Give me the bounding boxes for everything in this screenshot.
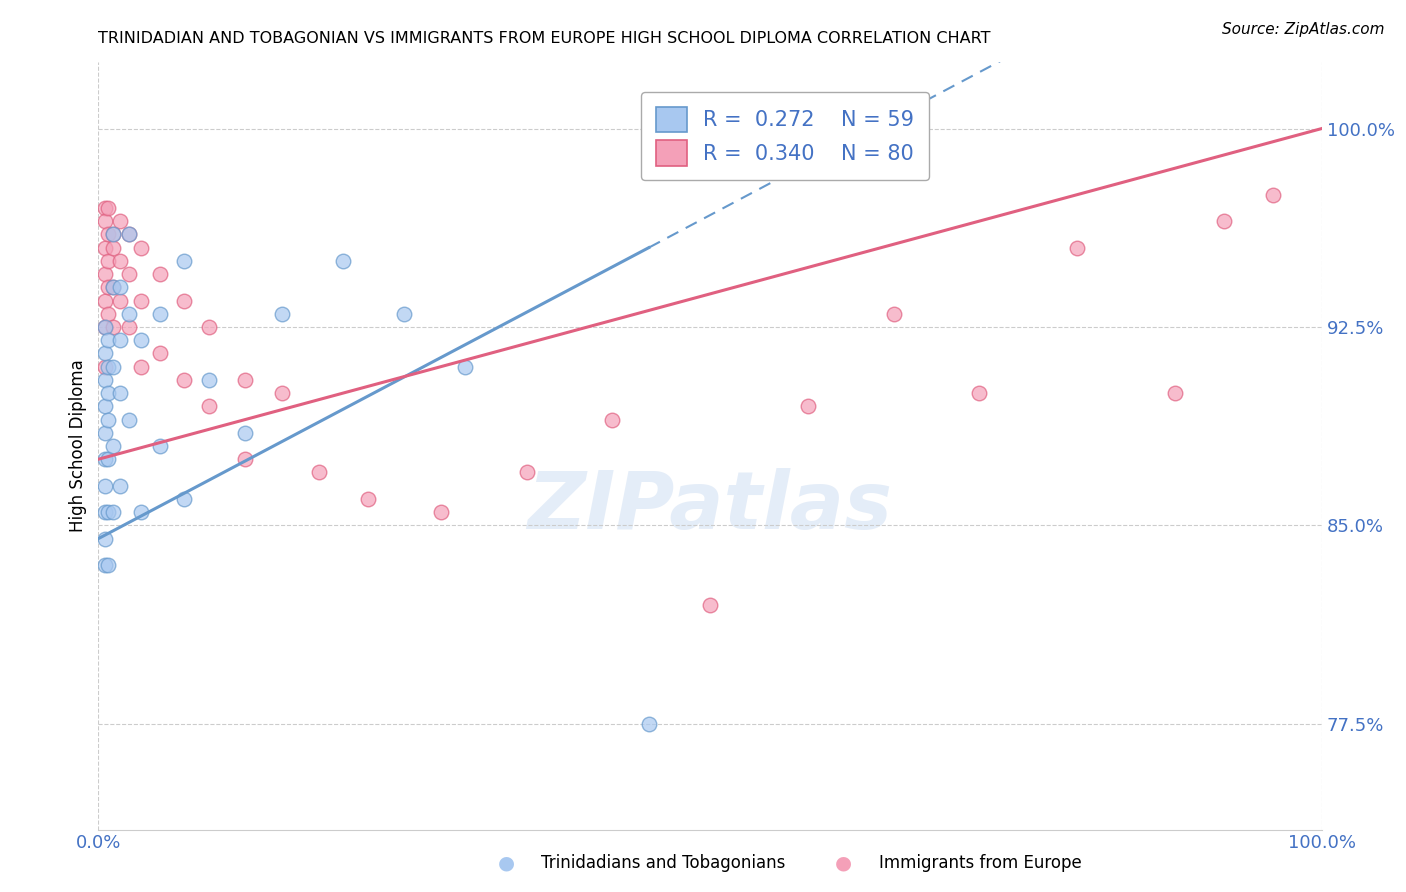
Point	[197, 373, 219, 387]
Point	[93, 359, 115, 374]
Text: ZIPatlas: ZIPatlas	[527, 468, 893, 547]
Point	[233, 373, 256, 387]
Point	[173, 373, 195, 387]
Point	[97, 201, 120, 215]
Point	[129, 241, 152, 255]
Point	[197, 320, 219, 334]
Text: Trinidadians and Tobagonians: Trinidadians and Tobagonians	[541, 855, 786, 872]
Text: Immigrants from Europe: Immigrants from Europe	[879, 855, 1081, 872]
Point	[93, 267, 115, 281]
Text: TRINIDADIAN AND TOBAGONIAN VS IMMIGRANTS FROM EUROPE HIGH SCHOOL DIPLOMA CORRELA: TRINIDADIAN AND TOBAGONIAN VS IMMIGRANTS…	[98, 31, 991, 46]
Point	[883, 307, 905, 321]
Point	[197, 400, 219, 414]
Point	[149, 307, 172, 321]
Point	[93, 532, 115, 546]
Point	[93, 201, 115, 215]
Point	[97, 333, 120, 347]
Point	[93, 241, 115, 255]
Point	[93, 452, 115, 467]
Point	[356, 491, 378, 506]
Point	[600, 412, 623, 426]
Y-axis label: High School Diploma: High School Diploma	[69, 359, 87, 533]
Text: Source: ZipAtlas.com: Source: ZipAtlas.com	[1222, 22, 1385, 37]
Point	[515, 466, 537, 480]
Point	[118, 227, 141, 242]
Point	[93, 558, 115, 572]
Point	[101, 505, 124, 519]
Point	[93, 425, 115, 440]
Point	[1066, 241, 1088, 255]
Point	[149, 346, 172, 360]
Point	[332, 253, 354, 268]
Point	[93, 505, 115, 519]
Point	[110, 293, 132, 308]
Point	[101, 227, 124, 242]
Point	[93, 320, 115, 334]
Point	[129, 505, 152, 519]
Point	[270, 307, 294, 321]
Legend: R =  0.272    N = 59, R =  0.340    N = 80: R = 0.272 N = 59, R = 0.340 N = 80	[641, 92, 929, 180]
Point	[101, 280, 124, 294]
Point	[101, 227, 124, 242]
Point	[797, 400, 820, 414]
Point	[270, 386, 294, 401]
Point	[430, 505, 453, 519]
Point	[93, 214, 115, 228]
Point	[129, 359, 152, 374]
Text: ●: ●	[835, 854, 852, 872]
Point	[173, 293, 195, 308]
Point	[97, 253, 120, 268]
Point	[1212, 214, 1234, 228]
Point	[308, 466, 330, 480]
Point	[93, 478, 115, 492]
Point	[118, 227, 141, 242]
Point	[392, 307, 416, 321]
Point	[118, 412, 141, 426]
Point	[110, 214, 132, 228]
Point	[97, 307, 120, 321]
Point	[93, 346, 115, 360]
Point	[97, 227, 120, 242]
Point	[110, 386, 132, 401]
Point	[97, 452, 120, 467]
Point	[97, 412, 120, 426]
Point	[699, 598, 721, 612]
Point	[233, 425, 256, 440]
Point	[110, 333, 132, 347]
Point	[93, 293, 115, 308]
Point	[93, 400, 115, 414]
Point	[149, 267, 172, 281]
Point	[93, 320, 115, 334]
Point	[97, 505, 120, 519]
Point	[101, 280, 124, 294]
Point	[173, 253, 195, 268]
Text: ●: ●	[498, 854, 515, 872]
Point	[118, 320, 141, 334]
Point	[1164, 386, 1187, 401]
Point	[118, 307, 141, 321]
Point	[101, 439, 124, 453]
Point	[110, 478, 132, 492]
Point	[129, 293, 152, 308]
Point	[129, 333, 152, 347]
Point	[149, 439, 172, 453]
Point	[233, 452, 256, 467]
Point	[93, 373, 115, 387]
Point	[101, 241, 124, 255]
Point	[637, 716, 661, 731]
Point	[967, 386, 990, 401]
Point	[118, 267, 141, 281]
Point	[110, 280, 132, 294]
Point	[97, 280, 120, 294]
Point	[454, 359, 477, 374]
Point	[97, 359, 120, 374]
Point	[173, 491, 195, 506]
Point	[97, 386, 120, 401]
Point	[1261, 187, 1284, 202]
Point	[110, 253, 132, 268]
Point	[101, 359, 124, 374]
Point	[101, 320, 124, 334]
Point	[97, 558, 120, 572]
